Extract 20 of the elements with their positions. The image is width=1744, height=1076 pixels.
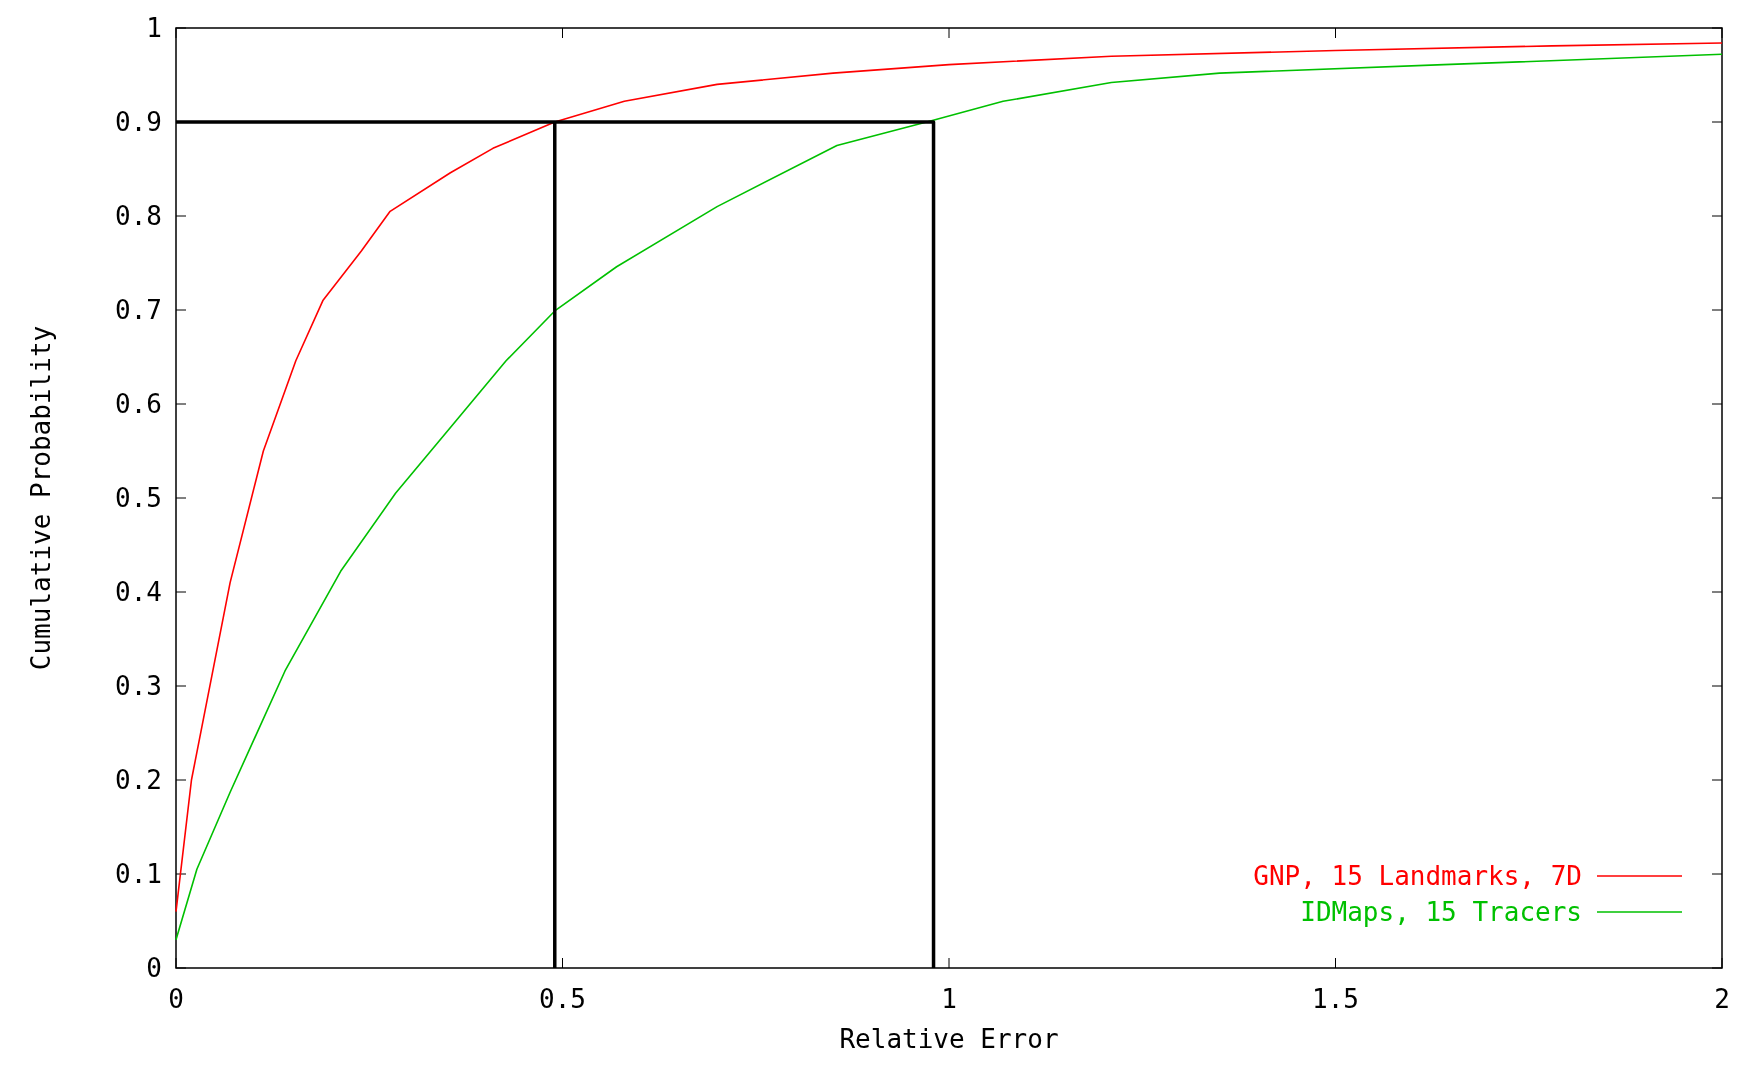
x-tick-label: 0 xyxy=(168,984,184,1014)
x-tick-label: 0.5 xyxy=(539,984,586,1014)
x-tick-label: 1 xyxy=(941,984,957,1014)
x-axis-title: Relative Error xyxy=(839,1024,1059,1054)
legend-label: IDMaps, 15 Tracers xyxy=(1300,897,1582,928)
y-tick-label: 0.3 xyxy=(115,671,162,702)
y-tick-label: 0 xyxy=(146,953,162,984)
y-tick-label: 0.9 xyxy=(115,107,162,138)
x-tick-label: 2 xyxy=(1714,984,1730,1014)
legend-label: GNP, 15 Landmarks, 7D xyxy=(1253,861,1582,892)
y-tick-label: 0.7 xyxy=(115,295,162,326)
y-tick-label: 0.8 xyxy=(115,201,162,232)
x-tick-label: 1.5 xyxy=(1312,984,1359,1014)
y-tick-label: 0.6 xyxy=(115,389,162,420)
y-tick-label: 1 xyxy=(146,13,162,44)
y-axis-title: Cumulative Probability xyxy=(26,325,56,671)
y-tick-label: 0.1 xyxy=(115,859,162,890)
y-tick-label: 0.5 xyxy=(115,483,162,514)
y-tick-label: 0.2 xyxy=(115,765,162,796)
y-tick-label: 0.4 xyxy=(115,577,162,608)
